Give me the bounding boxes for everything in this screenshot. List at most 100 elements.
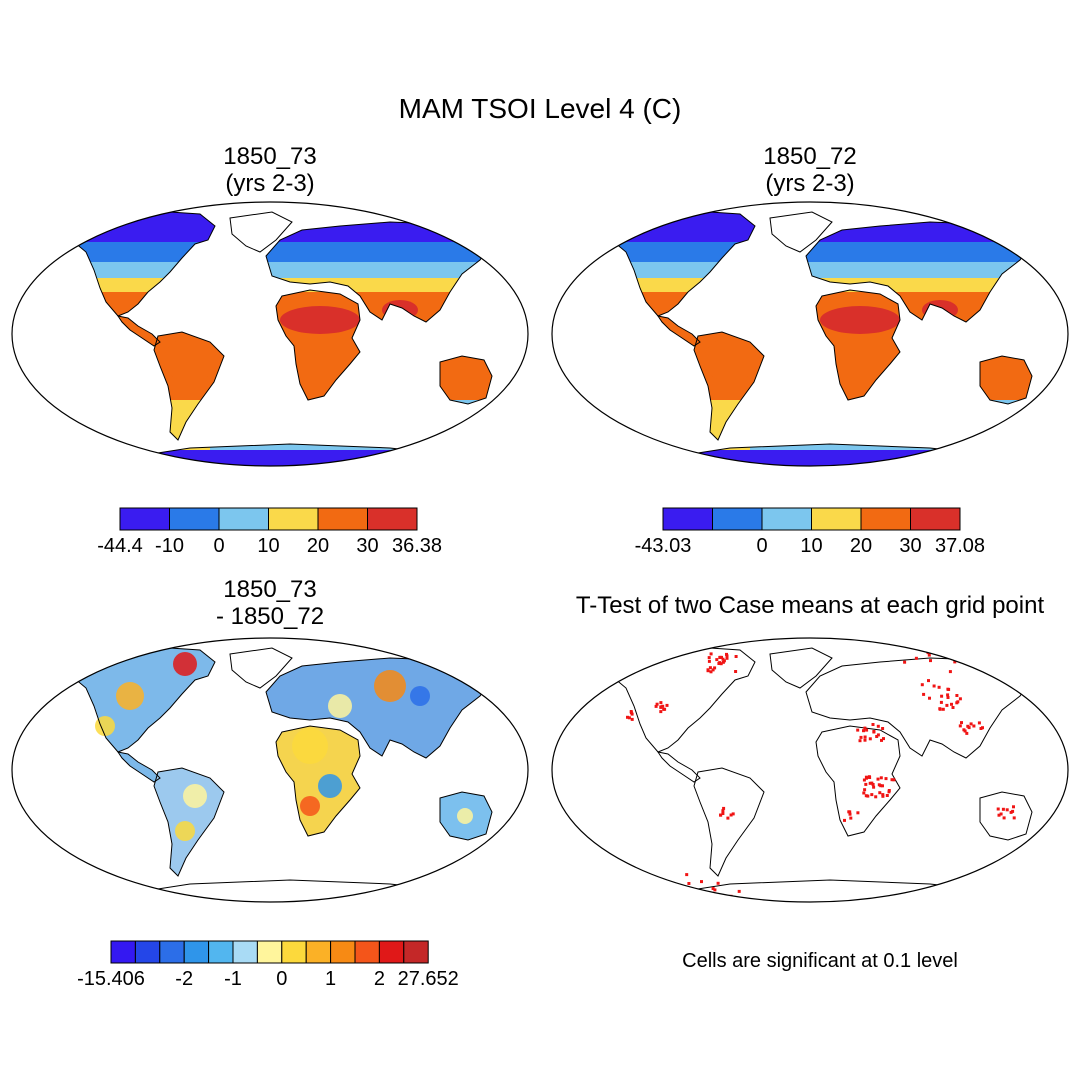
map-panel-d (551, 637, 1069, 903)
panel-c-title-line1: 1850_73 (223, 576, 317, 603)
significant-cell (920, 683, 924, 687)
significant-cell (708, 666, 712, 670)
significant-cell (864, 782, 868, 786)
greenland-outline (229, 211, 293, 253)
significant-cell (1009, 810, 1013, 814)
significant-cell (871, 783, 875, 786)
colorbar-c: -15.406 -2 -1 0 1 2 27.652 (77, 940, 459, 990)
significant-cell (721, 660, 725, 664)
colorbar-label: 20 (307, 535, 329, 557)
significant-cell (1002, 816, 1006, 820)
greenland-fill (230, 648, 292, 688)
australia-outline (439, 355, 493, 405)
difference-patch (292, 728, 328, 764)
map-border (551, 201, 1069, 467)
significant-cell (960, 721, 963, 725)
temp-band (612, 242, 1032, 262)
colorbar-box (910, 507, 961, 531)
colorbar-label: 30 (899, 535, 921, 557)
significant-cell (734, 670, 738, 673)
significant-cell (859, 735, 863, 739)
significant-cell (721, 812, 725, 815)
significance-note: Cells are significant at 0.1 level (682, 950, 958, 972)
significant-cell (884, 777, 888, 781)
colorbar-box (256, 940, 283, 964)
significant-cell (722, 659, 726, 663)
colorbar-label: 10 (257, 535, 279, 557)
significant-cell (940, 694, 944, 698)
significant-cell (867, 775, 871, 779)
significant-cell (659, 705, 663, 709)
central-america-outline (116, 751, 161, 783)
central-america-fill (118, 752, 160, 782)
difference-patch (173, 652, 197, 676)
significant-cell (890, 778, 894, 782)
significant-cell (963, 729, 967, 733)
ocean (552, 638, 1068, 902)
significant-cell (881, 784, 884, 788)
europe-asia-outline (805, 657, 1033, 759)
colorbar-box (378, 940, 405, 964)
hot-core-africa (280, 306, 360, 334)
significant-cell (661, 704, 665, 708)
figure-title: MAM TSOI Level 4 (C) (398, 93, 682, 124)
difference-patch (410, 686, 430, 706)
significant-cell (715, 658, 719, 662)
map-panel-c (11, 637, 529, 903)
significant-cell (1001, 807, 1005, 811)
significant-cell (958, 697, 962, 701)
difference-patch (183, 784, 207, 808)
europe-asia-fill (266, 658, 492, 758)
colorbar-box (110, 940, 136, 964)
significant-cell (939, 700, 943, 704)
difference-patch (95, 716, 115, 736)
significant-cell (875, 735, 879, 738)
colorbar-label: 27.652 (398, 968, 459, 990)
greenland-outline (769, 647, 833, 689)
map-panel-b (551, 201, 1069, 467)
significant-cell (719, 662, 723, 666)
significant-cell (863, 788, 867, 792)
significant-cell (734, 655, 738, 658)
significant-cell (965, 731, 969, 735)
significance-dots (626, 649, 1016, 902)
significant-cell (717, 662, 721, 665)
temp-band (72, 242, 492, 262)
significant-cell (629, 710, 633, 713)
temp-band (72, 450, 492, 466)
significant-cell (1011, 809, 1015, 813)
significant-cell (881, 794, 885, 798)
significant-cell (969, 722, 973, 726)
significant-cell (951, 706, 955, 709)
north-america-outline (71, 211, 216, 317)
europe-asia-outline (265, 221, 493, 323)
significant-cell (662, 707, 666, 711)
significant-cell (659, 701, 663, 705)
significant-cell (725, 656, 729, 660)
significant-cell (868, 737, 872, 741)
significant-cell (885, 794, 889, 797)
europe-asia-outline (265, 657, 493, 759)
north-america-outline (611, 647, 756, 753)
significant-cell (862, 729, 865, 733)
significant-cell (722, 806, 726, 810)
significant-cell (882, 737, 885, 741)
colorbar-box (811, 507, 862, 531)
colorbar-label: 0 (276, 968, 287, 990)
significant-cell (707, 659, 711, 663)
significant-cell (726, 816, 730, 820)
significant-cell (716, 881, 720, 885)
significant-cell (862, 778, 866, 782)
significant-cell (880, 738, 883, 742)
significant-cell (977, 721, 981, 725)
significant-cell (725, 901, 729, 902)
significant-cell (849, 816, 853, 820)
significant-cell (630, 717, 634, 721)
colorbar-label: 2 (374, 968, 385, 990)
significant-cell (843, 818, 846, 822)
significant-cell (876, 724, 880, 728)
colorbar-box (159, 940, 185, 964)
colorbar-label: 1 (325, 968, 336, 990)
australia-outline (439, 791, 493, 841)
africa-outline (275, 289, 361, 401)
